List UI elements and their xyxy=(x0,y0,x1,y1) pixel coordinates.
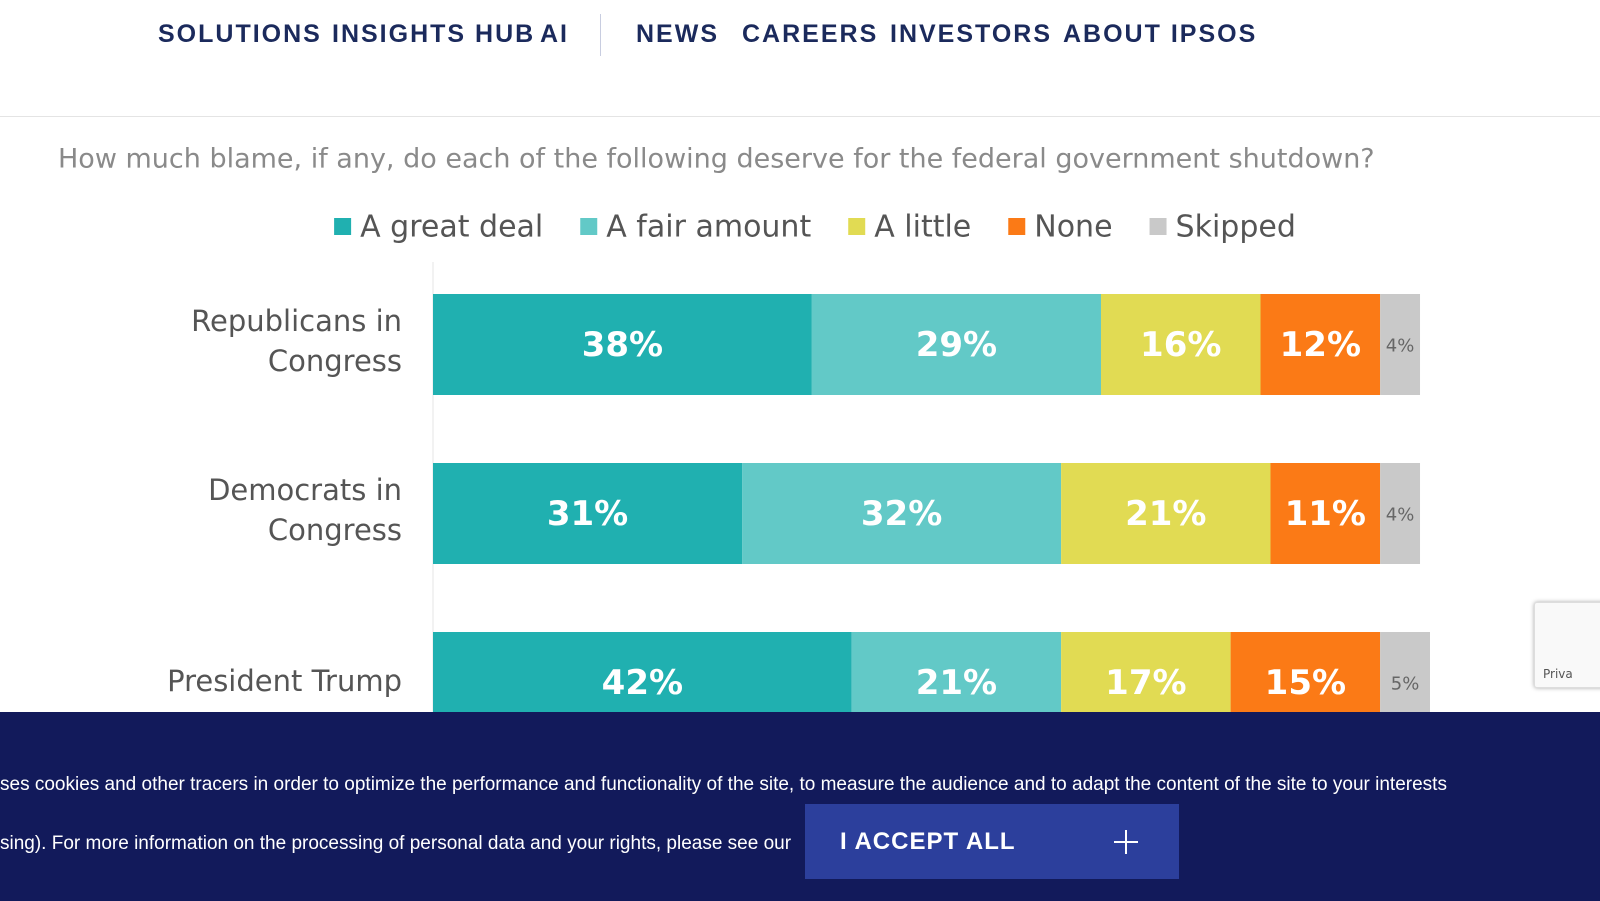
legend-label: Skipped xyxy=(1176,210,1296,245)
nav-link[interactable]: INVESTORS xyxy=(890,20,1053,48)
bar-segment xyxy=(1260,294,1381,395)
recaptcha-label: Priva xyxy=(1543,667,1573,681)
recaptcha-badge[interactable]: Priva xyxy=(1534,602,1600,688)
legend-swatch xyxy=(1149,218,1167,235)
bar-segment xyxy=(433,463,743,564)
legend-swatch xyxy=(848,218,866,235)
value-label: 4% xyxy=(1386,505,1415,526)
legend-label: None xyxy=(1034,210,1112,245)
legend-label: A little xyxy=(874,210,971,245)
bar-segment xyxy=(1380,632,1430,712)
accept-button[interactable]: I ACCEPT ALL xyxy=(805,804,1179,879)
category-label: Democrats in Congress xyxy=(208,472,402,547)
value-label: 5% xyxy=(1391,674,1420,695)
nav-link[interactable]: AI xyxy=(540,20,569,48)
nav-link[interactable]: NEWS xyxy=(636,20,719,48)
bar-segment xyxy=(1230,632,1381,712)
value-label: 38% xyxy=(582,325,663,365)
value-label: 17% xyxy=(1105,663,1186,703)
bar-segment xyxy=(1061,632,1231,712)
bar-segment xyxy=(742,463,1062,564)
value-label: 21% xyxy=(1125,494,1206,534)
plus-icon xyxy=(1114,830,1138,854)
legend-swatch xyxy=(1008,218,1026,235)
value-label: 42% xyxy=(602,663,683,703)
bar-segment xyxy=(433,294,812,395)
cookie-text: ses cookies and other tracers in order t… xyxy=(0,774,1447,795)
category-label: Republicans in Congress xyxy=(191,303,402,378)
value-label: 21% xyxy=(916,663,997,703)
cookie-text: sing). For more information on the proce… xyxy=(0,833,792,854)
nav-link[interactable]: SOLUTIONS xyxy=(158,20,322,48)
value-label: 11% xyxy=(1285,494,1366,534)
legend-label: A fair amount xyxy=(606,210,811,245)
bar-segment xyxy=(851,632,1062,712)
chart: How much blame, if any, do each of the f… xyxy=(58,144,1430,712)
bar-segment xyxy=(811,294,1101,395)
value-label: 31% xyxy=(547,494,628,534)
button-label: I ACCEPT ALL xyxy=(840,828,1016,855)
nav-link[interactable]: INSIGHTS HUB xyxy=(332,20,536,48)
bar-segment xyxy=(1380,294,1421,395)
cookie-banner: ses cookies and other tracers in order t… xyxy=(0,712,1600,901)
bar-segment xyxy=(433,632,852,712)
nav-link[interactable]: CAREERS xyxy=(742,20,879,48)
value-label: 15% xyxy=(1265,663,1346,703)
value-label: 32% xyxy=(861,494,942,534)
bar-segment xyxy=(1061,463,1271,564)
value-label: 16% xyxy=(1140,325,1221,365)
bar-segment xyxy=(1380,463,1421,564)
legend-swatch xyxy=(580,218,598,235)
separator xyxy=(600,14,601,56)
legend: A great deal A fair amount A little None Ski… xyxy=(334,210,1296,245)
legend-swatch xyxy=(334,218,352,235)
legend-label: A great deal xyxy=(360,210,543,245)
chart-title: How much blame, if any, do each of the f… xyxy=(58,144,1375,175)
value-label: 29% xyxy=(916,325,997,365)
bar-segment xyxy=(1100,294,1261,395)
value-label: 12% xyxy=(1280,325,1361,365)
nav-bar: SOLUTIONS INSIGHTS HUB AI NEWS CAREERS INVEST… xyxy=(0,0,1600,117)
nav-link[interactable]: ABOUT IPSOS xyxy=(1063,20,1258,48)
category-label: President Trump xyxy=(167,663,402,698)
bar-segment xyxy=(1270,463,1381,564)
value-label: 4% xyxy=(1386,336,1415,357)
